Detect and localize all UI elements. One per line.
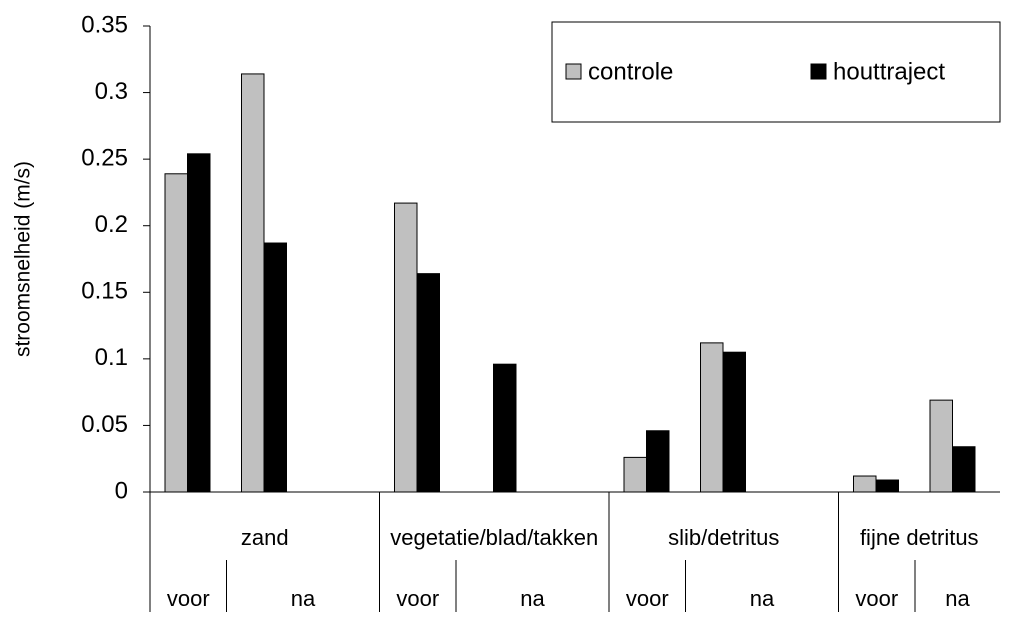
sub-category-label: na xyxy=(945,586,970,611)
bar xyxy=(853,475,877,493)
y-tick-label: 0.25 xyxy=(81,144,128,171)
sub-category-label: na xyxy=(291,586,316,611)
bar xyxy=(646,430,670,493)
sub-category-label: na xyxy=(750,586,775,611)
legend-label: controle xyxy=(588,58,673,85)
y-tick-label: 0.05 xyxy=(81,411,128,438)
bar xyxy=(493,363,517,493)
sub-category-label: voor xyxy=(855,586,898,611)
sub-category-label: voor xyxy=(626,586,669,611)
bar xyxy=(700,342,724,493)
legend-swatch xyxy=(810,63,827,80)
y-axis-label: stroomsnelheid (m/s) xyxy=(12,161,35,357)
group-label: slib/detritus xyxy=(668,525,779,550)
bar xyxy=(187,153,211,493)
group-label: zand xyxy=(241,525,289,550)
bar xyxy=(394,202,418,493)
legend-swatch xyxy=(565,63,582,80)
y-tick-label: 0.15 xyxy=(81,278,128,305)
bar xyxy=(929,399,953,493)
y-tick-label: 0.3 xyxy=(95,78,128,105)
group-label: vegetatie/blad/takken xyxy=(390,525,598,550)
bar xyxy=(623,456,647,493)
bar xyxy=(875,479,899,493)
bar xyxy=(952,446,976,493)
legend-box xyxy=(551,21,1001,123)
bar xyxy=(416,273,440,493)
legend-label: houttraject xyxy=(833,58,945,85)
y-tick-label: 0.35 xyxy=(81,11,128,38)
bar xyxy=(722,351,746,493)
bar xyxy=(241,73,265,493)
y-tick-label: 0 xyxy=(115,477,128,504)
y-tick-label: 0.1 xyxy=(95,344,128,371)
bar xyxy=(263,242,287,493)
y-tick-label: 0.2 xyxy=(95,211,128,238)
bar xyxy=(164,173,188,493)
sub-category-label: voor xyxy=(396,586,439,611)
sub-category-label: na xyxy=(520,586,545,611)
sub-category-label: voor xyxy=(167,586,210,611)
group-label: fijne detritus xyxy=(860,525,979,550)
